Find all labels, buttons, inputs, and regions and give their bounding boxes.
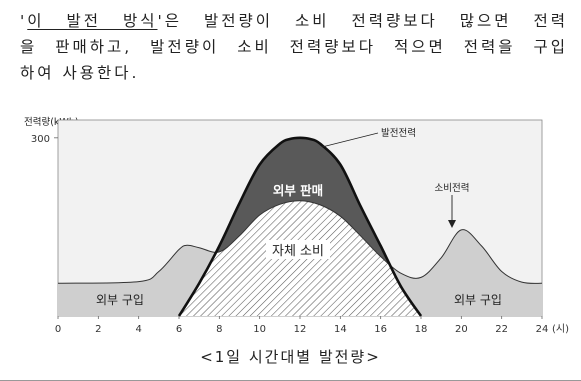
x-tick-label: 4 xyxy=(135,324,141,335)
x-tick-label: 18 xyxy=(415,324,428,335)
paragraph-line-1: '이 발전 방식'은 발전량이 소비 전력량보다 많으면 전력 xyxy=(20,8,568,34)
self-consumption-label: 자체 소비 xyxy=(272,244,324,259)
x-tick-label: 0 xyxy=(55,324,61,335)
x-tick-label: 14 xyxy=(334,324,347,335)
generation-series-label: 발전전력 xyxy=(381,127,416,139)
consumption-curve xyxy=(57,200,543,284)
x-tick-label: 24 xyxy=(536,324,549,335)
paragraph-line-2: 을 판매하고, 발전량이 소비 전력량보다 적으면 전력을 구입 xyxy=(20,38,568,56)
paragraph-line-3: 하여 사용한다. xyxy=(20,64,140,82)
sell-label: 외부 판매 xyxy=(273,183,323,198)
open-quote: ' xyxy=(20,12,28,30)
purchase-label-right: 외부 구입 xyxy=(454,293,502,307)
y-axis: 300 xyxy=(31,134,58,145)
x-tick-label: 10 xyxy=(253,324,266,335)
x-tick-label: 12 xyxy=(294,324,307,335)
figure-caption: <1일 시간대별 발전량> xyxy=(200,348,381,366)
consumption-arrow-head xyxy=(448,220,456,228)
y-tick-label: 300 xyxy=(31,134,50,145)
x-tick-label: 8 xyxy=(216,324,222,335)
x-tick-label: 2 xyxy=(95,324,101,335)
self-consumption-label-bg xyxy=(266,240,330,259)
x-tick-label: 22 xyxy=(495,324,508,335)
x-tick-label: 20 xyxy=(455,324,468,335)
paragraph-line-1-rest: '은 발전량이 소비 전력량보다 많으면 전력 xyxy=(157,12,568,30)
x-axis: 0 2 4 6 8 10 12 14 16 18 20 22 24 (시) xyxy=(55,316,569,335)
x-unit-label: (시) xyxy=(552,323,569,335)
x-tick-label: 16 xyxy=(374,324,387,335)
x-tick-label: 6 xyxy=(176,324,182,335)
body-paragraph: '이 발전 방식'은 발전량이 소비 전력량보다 많으면 전력 을 판매하고, … xyxy=(20,8,568,86)
underlined-term: 이 발전 방식 xyxy=(27,12,158,30)
power-generation-chart: 전력량(kWh) 0 2 4 6 8 10 12 14 16 18 20 22 24 (시) 300 외부… xyxy=(24,116,569,335)
consumption-series-label: 소비전력 xyxy=(435,182,470,194)
generation-leader-line xyxy=(321,132,379,148)
purchase-label-left: 외부 구입 xyxy=(96,293,144,307)
generation-curve xyxy=(177,136,423,317)
